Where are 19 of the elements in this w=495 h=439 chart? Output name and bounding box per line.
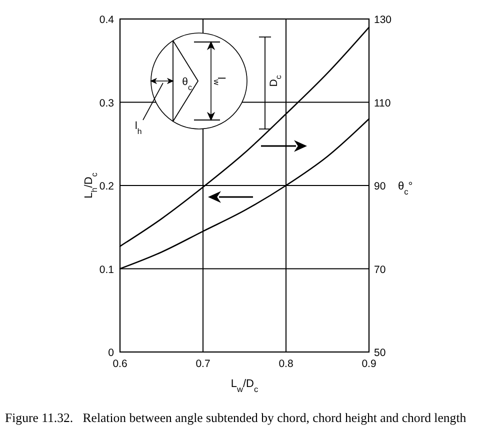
y2-tick-label: 130 <box>374 14 392 26</box>
caption: Figure 11.32. Relation between angle subtended by chord, chord height and chord length <box>5 411 467 425</box>
annotation: θ$_{c}$ <box>182 76 192 92</box>
y2-tick-label: 50 <box>374 347 386 359</box>
y2-tick-label: 110 <box>374 97 391 110</box>
y-tick-label: 0.3 <box>99 97 114 110</box>
y-tick-label: 0.2 <box>99 180 114 192</box>
x-axis-title: L$_{w}$/D$_{c}$ <box>230 378 258 394</box>
y-tick-label: 0.1 <box>99 264 114 276</box>
x-tick-label: 0.7 <box>196 358 210 370</box>
y-tick-label: 0.4 <box>99 14 114 26</box>
x-tick-label: 0.8 <box>278 358 294 370</box>
x-tick-label: 0.6 <box>112 358 128 370</box>
x-tick-label: 0.9 <box>362 358 376 370</box>
y2-axis-title: θ$_{c}$° <box>398 180 413 196</box>
y-tick-label: 0 <box>108 347 114 359</box>
annotation: l$_{h}$ <box>135 120 142 136</box>
y2-tick-label: 90 <box>374 180 386 192</box>
y2-tick-label: 70 <box>374 264 386 276</box>
